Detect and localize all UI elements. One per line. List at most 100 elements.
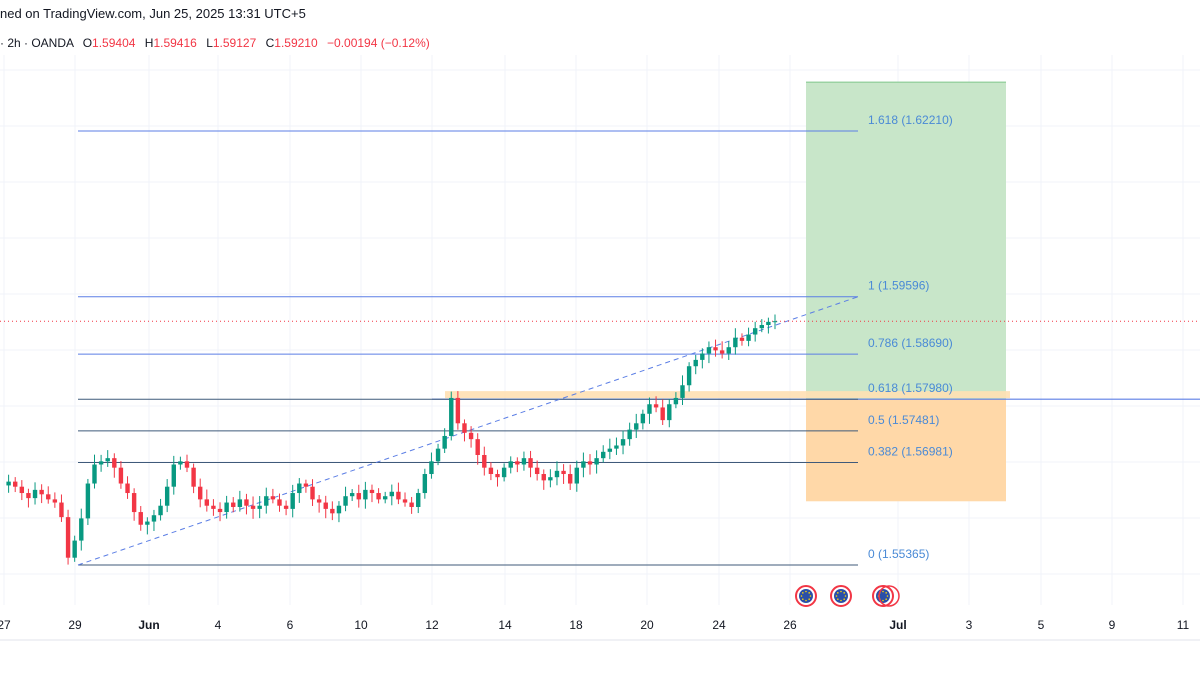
candle-body xyxy=(125,483,130,494)
candle-body xyxy=(422,474,428,494)
candle-body xyxy=(475,439,480,455)
candle-body xyxy=(680,385,685,398)
candle-body xyxy=(138,512,143,525)
candle-body xyxy=(52,499,58,503)
candle-body xyxy=(634,423,639,430)
candle-body xyxy=(667,404,672,421)
fib-label: 0 (1.55365) xyxy=(868,547,929,561)
candle-body xyxy=(515,461,520,465)
eu-flag-star xyxy=(885,598,887,600)
candle-body xyxy=(521,458,527,465)
x-axis-tick-label: 18 xyxy=(569,618,583,632)
candle-body xyxy=(297,483,302,494)
candle-body xyxy=(594,458,599,465)
x-axis-tick-label: 6 xyxy=(287,618,294,632)
candle-body xyxy=(382,496,388,500)
candle-body xyxy=(231,502,236,507)
candle-body xyxy=(204,499,210,506)
candle-body xyxy=(601,451,606,459)
candle-body xyxy=(488,467,494,475)
candle-body xyxy=(541,474,546,481)
eu-flag-star xyxy=(882,590,884,593)
x-axis-tick-label: 24 xyxy=(712,618,726,632)
eu-flag-star xyxy=(885,592,887,594)
candle-body xyxy=(217,508,223,513)
candle-body xyxy=(98,461,104,465)
candle-body xyxy=(713,347,718,351)
candle-body xyxy=(250,505,256,509)
eu-flag-star xyxy=(802,592,804,594)
eu-flag-star xyxy=(840,590,842,593)
high-label: H xyxy=(144,36,154,50)
eu-flag-star xyxy=(835,595,838,597)
candle-body xyxy=(495,474,500,478)
ohlc-legend: · 2h · OANDA O1.59404 H1.59416 L1.59127 … xyxy=(0,36,430,50)
candle-body xyxy=(693,359,698,367)
candle-body xyxy=(79,518,84,541)
candle-body xyxy=(752,328,758,335)
eu-flag-star xyxy=(809,595,812,597)
candle-body xyxy=(303,483,309,487)
candle-body xyxy=(647,404,652,414)
symbol-info: · 2h · OANDA xyxy=(0,36,74,50)
fib-label: 1 (1.59596) xyxy=(868,279,929,293)
low-value: 1.59127 xyxy=(212,36,257,50)
eu-flag-star xyxy=(808,592,810,594)
profit-zone[interactable] xyxy=(806,82,1006,400)
low-label: L xyxy=(206,36,213,50)
candle-body xyxy=(442,435,447,449)
candle-body xyxy=(554,470,560,478)
candle-body xyxy=(184,461,190,468)
x-axis-tick-label: 20 xyxy=(640,618,654,632)
candle-body xyxy=(164,486,170,506)
fib-label: 0.5 (1.57481) xyxy=(868,413,939,427)
candle-body xyxy=(455,397,461,424)
candle-body xyxy=(416,493,421,507)
eu-flag-star xyxy=(800,595,803,597)
eu-flag-star xyxy=(802,598,804,600)
close-label: C xyxy=(265,36,275,50)
candle-body xyxy=(310,486,315,500)
candle-body xyxy=(376,493,381,500)
x-axis-tick-label: Jun xyxy=(138,618,159,632)
candle-body xyxy=(706,347,712,354)
candle-body xyxy=(32,489,38,499)
candle-body xyxy=(39,489,44,495)
candle-body xyxy=(435,448,441,462)
candle-body xyxy=(429,461,434,475)
eu-flag-star xyxy=(837,592,839,594)
candle-body xyxy=(283,505,289,509)
candle-body xyxy=(112,458,117,468)
x-axis-tick-label: Jul xyxy=(889,618,906,632)
candle-body xyxy=(581,461,586,468)
fib-label: 0.618 (1.57980) xyxy=(868,381,953,395)
candle-body xyxy=(567,474,573,484)
demand-zone[interactable] xyxy=(445,391,1010,399)
eu-flag-star xyxy=(882,599,884,602)
candle-body xyxy=(244,499,249,506)
candle-body xyxy=(700,353,705,360)
candle-body xyxy=(211,505,216,509)
candle-body xyxy=(660,407,665,421)
candle-body xyxy=(105,458,110,462)
eu-flag-star xyxy=(840,599,842,602)
candle-body xyxy=(501,467,507,478)
candle-body xyxy=(264,496,269,506)
fib-label: 0.382 (1.56981) xyxy=(868,445,953,459)
candle-body xyxy=(534,467,540,475)
candle-body xyxy=(409,502,414,507)
candle-body xyxy=(482,454,487,468)
candle-body xyxy=(92,464,97,484)
candle-body xyxy=(746,334,751,341)
loss-zone[interactable] xyxy=(806,399,1006,502)
candle-body xyxy=(191,467,196,487)
candle-body xyxy=(270,496,276,500)
candle-body xyxy=(323,502,328,509)
candle-body xyxy=(131,493,137,513)
candle-body xyxy=(277,499,282,506)
candle-body xyxy=(26,493,31,499)
candle-body xyxy=(237,499,243,507)
x-axis-tick-label: 14 xyxy=(498,618,512,632)
trendline[interactable] xyxy=(77,296,859,566)
